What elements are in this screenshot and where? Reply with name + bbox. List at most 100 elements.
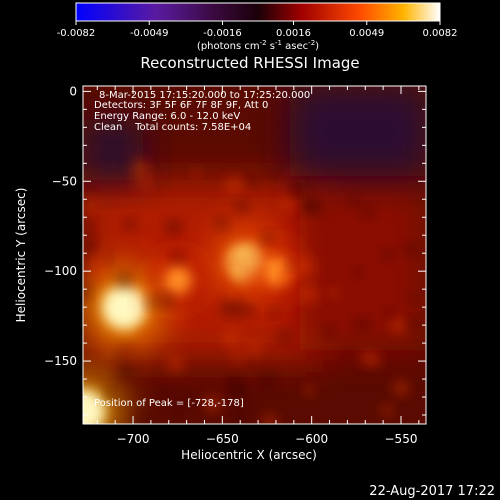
sidelobe-ripples — [83, 158, 419, 424]
y-axis-label: Heliocentric Y (arcsec) — [14, 188, 28, 323]
ripple-spot — [165, 219, 182, 235]
x-tick-label: −600 — [295, 432, 328, 446]
plot-frame — [82, 85, 427, 425]
ripple-spot — [265, 246, 276, 257]
ripple-spot — [235, 199, 249, 213]
ripple-spot — [355, 317, 370, 332]
ripple-spot — [132, 158, 149, 175]
x-tick-label: −550 — [385, 432, 418, 446]
colorbar-tick-label: 0.0016 — [276, 28, 311, 39]
ripple-spot — [247, 174, 258, 185]
colorbar-tick-label: 0.0082 — [423, 28, 458, 39]
y-tick-label: 0 — [69, 84, 77, 98]
ripple-spot — [385, 308, 395, 318]
colorbar-tick-label: 0.0049 — [349, 28, 384, 39]
ripple-spot — [173, 312, 183, 322]
ripple-spot — [83, 198, 99, 214]
x-axis: −700 −650 −600 −550 — [96, 86, 420, 446]
ripple-spot — [167, 355, 185, 373]
ripple-spot — [407, 294, 417, 303]
ripple-spot — [230, 300, 248, 318]
ripple-spot — [279, 275, 289, 285]
ripple-spot — [269, 307, 279, 317]
ripple-spot — [91, 264, 107, 280]
ripple-spot — [105, 388, 114, 398]
ripple-spot — [140, 330, 152, 341]
annotation-detectors: Detectors: 3F 5F 6F 7F 8F 9F, Att 0 — [94, 100, 269, 111]
ripple-spot — [329, 287, 340, 299]
source-core — [83, 389, 105, 424]
ripple-spot — [262, 414, 278, 424]
ripple-spot — [215, 217, 228, 230]
ripple-spot — [353, 267, 363, 277]
ripple-spot — [180, 393, 195, 408]
ripple-spot — [115, 271, 134, 290]
ripple-spot — [246, 272, 264, 289]
ripple-spot — [267, 166, 279, 178]
ripple-spot — [404, 243, 417, 257]
source-core — [102, 285, 147, 330]
chart-title: Reconstructed RHESSI Image — [140, 54, 359, 72]
ripple-spot — [146, 296, 158, 308]
y-tick-label: −50 — [52, 174, 77, 188]
colorbar — [75, 2, 441, 22]
ripple-spot — [230, 292, 240, 302]
ripple-spot — [291, 187, 300, 197]
ripple-spot — [382, 249, 393, 261]
ripple-spot — [123, 217, 136, 231]
ripple-spot — [261, 232, 273, 244]
ripple-spot — [367, 352, 381, 367]
colorbar-units-label: (photons cm-2 s-1 asec-2) — [197, 39, 319, 52]
ripple-spot — [302, 179, 315, 193]
heatmap-dark-corner — [290, 86, 426, 176]
ripple-spot — [393, 380, 409, 396]
footer-timestamp: 22-Aug-2017 17:22 — [369, 484, 495, 499]
colorbar-ticks: -0.0082 -0.0049 -0.0016 0.0016 0.0049 0.0082 — [57, 21, 458, 39]
ripple-spot — [117, 362, 135, 380]
ripple-spot — [245, 339, 262, 356]
ripple-spot — [301, 286, 319, 304]
ripple-spot — [301, 198, 317, 214]
ripple-spot — [246, 306, 256, 316]
annotation-peak-position: Position of Peak = [-728,-178] — [94, 398, 244, 409]
ripple-spot — [231, 407, 249, 424]
colorbar-tick-label: -0.0049 — [130, 28, 169, 39]
ripple-spot — [83, 224, 93, 234]
ripple-spot — [390, 317, 407, 334]
ripple-spot — [227, 256, 241, 271]
y-tick-label: −150 — [44, 354, 77, 368]
x-tick-label: −650 — [206, 432, 239, 446]
ripple-spot — [135, 414, 148, 424]
ripple-spot — [158, 387, 172, 401]
ripple-spot — [219, 300, 235, 316]
ripple-spot — [83, 238, 97, 254]
ripple-spot — [170, 408, 179, 417]
ripple-spot — [159, 293, 174, 308]
colorbar-tick-label: -0.0082 — [57, 28, 96, 39]
ripple-spot — [232, 350, 244, 363]
ripple-spot — [304, 385, 315, 396]
ripple-spot — [231, 382, 244, 396]
ripple-spot — [83, 285, 90, 298]
ripple-spot — [362, 206, 374, 218]
ripple-spot — [199, 251, 209, 261]
annotation-time: 8-Mar-2015 17:15:20.000 to 17:25:20.000 — [99, 90, 311, 101]
ripple-spot — [293, 256, 305, 268]
annotation-energy: Energy Range: 6.0 - 12.0 keV — [94, 111, 241, 122]
annotation-clean: Clean Total counts: 7.58E+04 — [94, 122, 252, 133]
ripple-spot — [192, 168, 201, 178]
ripple-spot — [94, 251, 107, 263]
ripple-spot — [204, 396, 221, 412]
ripple-spot — [122, 345, 136, 360]
ripple-spot — [277, 330, 291, 343]
x-tick-label: −700 — [117, 432, 150, 446]
ripple-spot — [323, 325, 335, 337]
ripple-spot — [225, 176, 243, 195]
colorbar-tick-label: -0.0016 — [203, 28, 242, 39]
y-axis: 0 −50 −100 −150 — [44, 84, 426, 416]
ripple-spot — [349, 196, 359, 207]
ripple-spot — [381, 404, 394, 417]
y-tick-label: −100 — [44, 264, 77, 278]
source-core — [163, 266, 192, 295]
